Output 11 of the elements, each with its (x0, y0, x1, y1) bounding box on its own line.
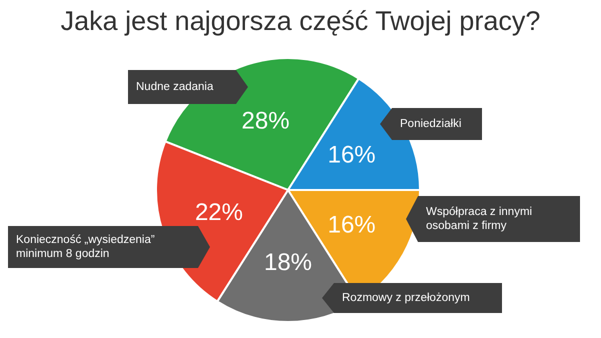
data-label: 18% (264, 249, 312, 276)
slice-label: Poniedziałki (400, 118, 462, 130)
slice-label: Nudne zadania (136, 81, 214, 93)
slice-label: Rozmowy z przełożonym (342, 292, 470, 304)
chart-title: Jaka jest najgorsza część Twojej pracy? (60, 6, 540, 36)
slice-label: Konieczność „wysiedzenia” minimum 8 godzin (16, 234, 155, 260)
slice-label: Współpraca z innymi osobami z firmy (426, 206, 532, 232)
data-label: 28% (242, 107, 290, 134)
data-label: 16% (328, 211, 376, 238)
data-label: 16% (328, 142, 376, 169)
data-label: 22% (194, 198, 243, 226)
